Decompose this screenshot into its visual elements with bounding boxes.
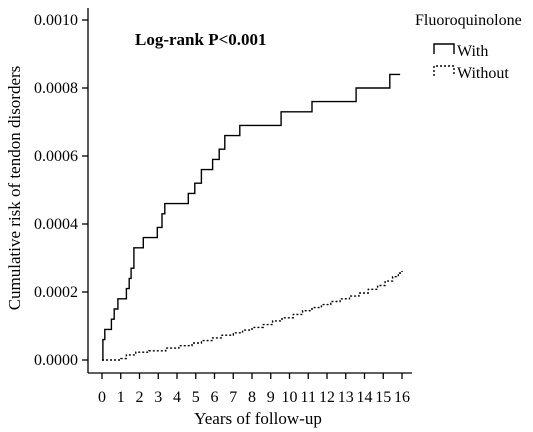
y-axis-title: Cumulative risk of tendon disorders: [5, 66, 24, 311]
y-tick-label: 0.0002: [34, 284, 78, 301]
x-tick-label: 16: [394, 389, 410, 406]
legend-label-without: Without: [457, 65, 509, 82]
x-tick-label: 9: [267, 389, 275, 406]
x-tick-label: 1: [117, 389, 125, 406]
legend-label-with: With: [457, 43, 488, 60]
x-tick-label: 11: [301, 389, 316, 406]
x-axis-title: Years of follow-up: [194, 409, 322, 428]
series-line-without: [102, 270, 403, 361]
legend-title: Fluoroquinolone: [415, 12, 522, 29]
y-tick-label: 0.0008: [34, 80, 78, 97]
x-tick-label: 5: [192, 389, 200, 406]
x-tick-label: 4: [173, 389, 181, 406]
x-tick-label: 7: [229, 389, 237, 406]
plot-area: [102, 73, 403, 361]
y-tick-label: 0.0010: [34, 12, 78, 29]
log-rank-annotation: Log-rank P<0.001: [135, 30, 267, 49]
x-tick-label: 8: [248, 389, 256, 406]
y-tick-label: 0.0004: [34, 216, 78, 233]
x-tick-label: 13: [338, 389, 354, 406]
x-tick-label: 3: [154, 389, 162, 406]
legend: With Without: [433, 43, 509, 82]
legend-symbol-with: [433, 43, 455, 54]
x-tick-label: 15: [375, 389, 391, 406]
x-tick-label: 12: [319, 389, 335, 406]
x-tick-label: 14: [357, 389, 373, 406]
x-tick-label: 2: [136, 389, 144, 406]
series-line-with: [102, 73, 401, 361]
y-tick-label: 0.0000: [34, 352, 78, 369]
legend-symbol-without: [433, 65, 455, 76]
x-tick-label: 6: [211, 389, 219, 406]
x-tick-label: 0: [98, 389, 106, 406]
y-tick-label: 0.0006: [34, 148, 78, 165]
x-tick-label: 10: [282, 389, 298, 406]
